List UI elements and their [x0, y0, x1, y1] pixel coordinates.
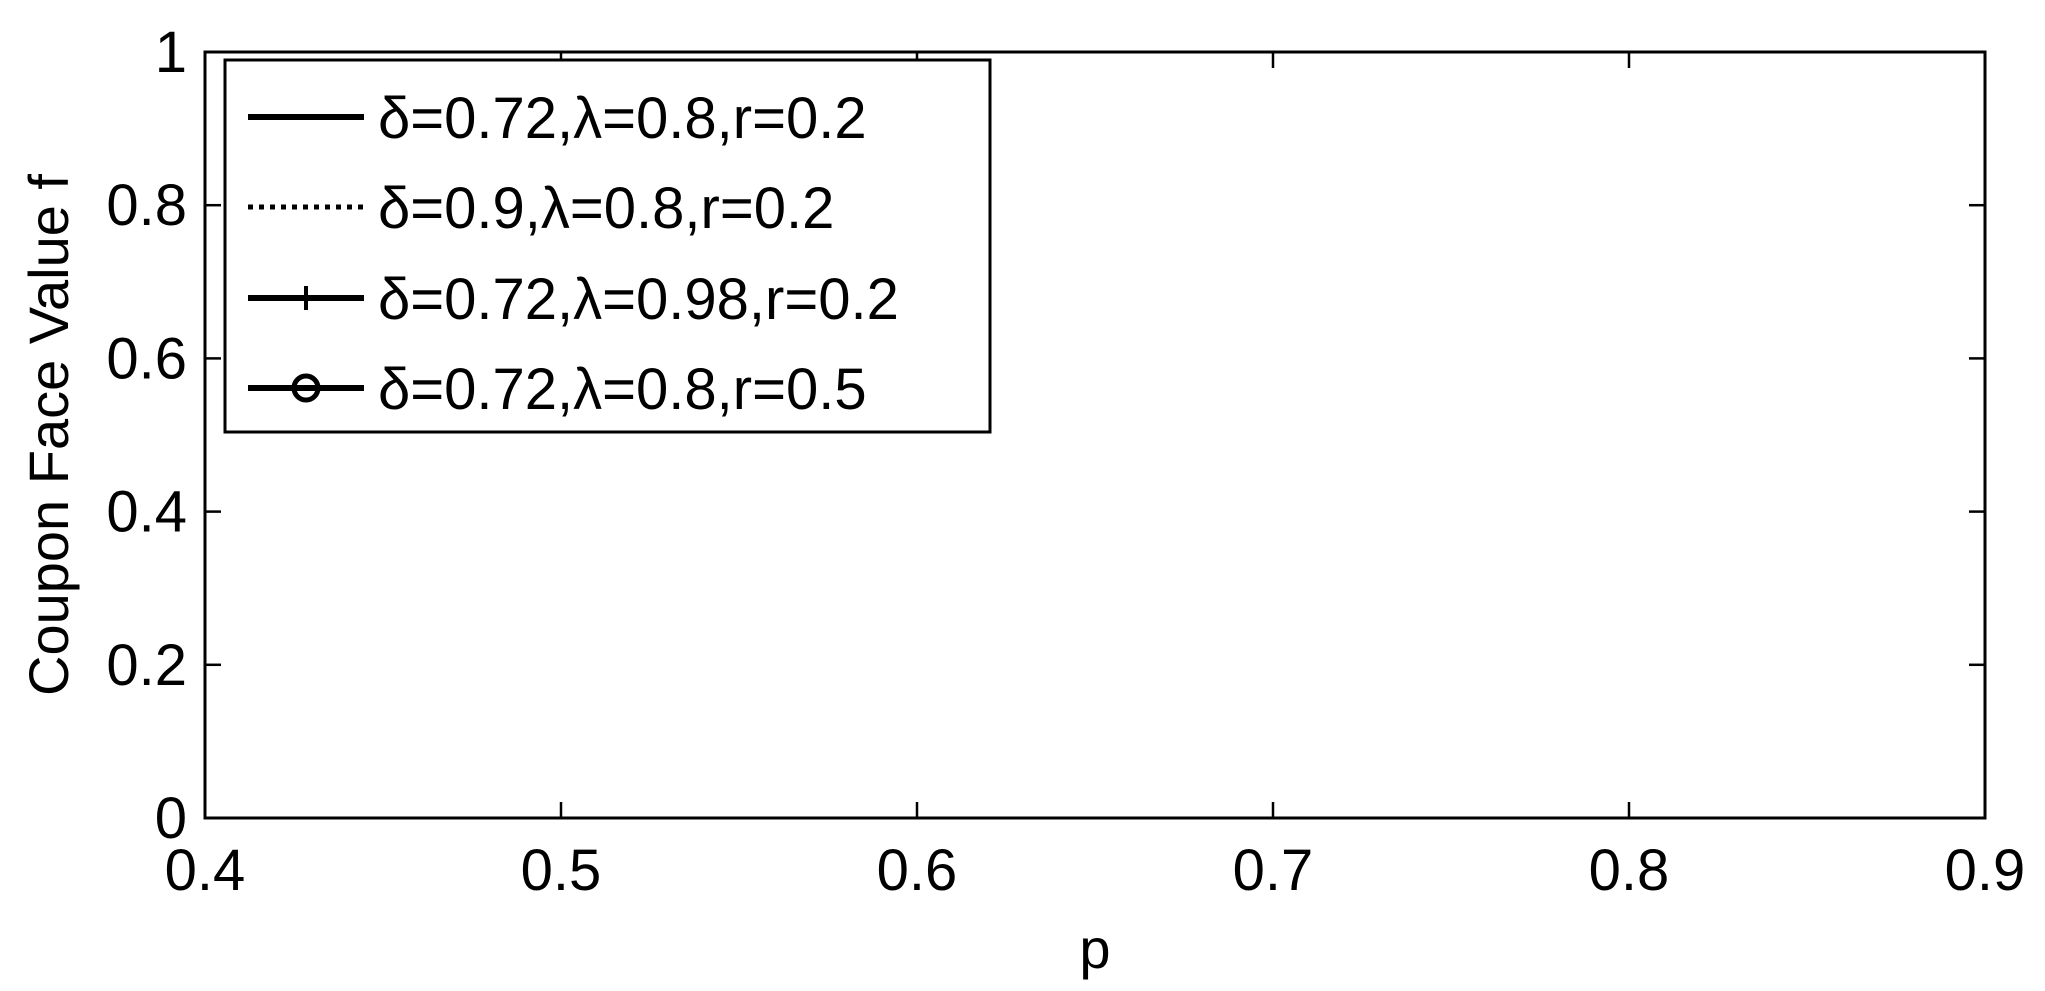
legend: δ=0.72,λ=0.8,r=0.2 δ=0.9,λ=0.8,r=0.2 δ=0.7… — [223, 58, 992, 434]
legend-entry: δ=0.72,λ=0.98,r=0.2 — [248, 267, 899, 332]
y-tick-label: 0.6 — [106, 326, 187, 391]
x-axis-title: p — [1079, 917, 1110, 980]
legend-label: δ=0.9,λ=0.8,r=0.2 — [378, 176, 834, 241]
y-tick-label: 1 — [155, 20, 187, 85]
x-tick-label: 0.6 — [877, 838, 958, 903]
x-tick-label: 0.4 — [165, 838, 246, 903]
y-tick-label: 0.8 — [106, 173, 187, 238]
x-tick-label: 0.9 — [1945, 838, 2026, 903]
legend-label: δ=0.72,λ=0.8,r=0.5 — [378, 357, 867, 422]
x-tick-label: 0.5 — [521, 838, 602, 903]
circle-marker — [291, 373, 321, 403]
legend-label: δ=0.72,λ=0.98,r=0.2 — [378, 267, 899, 332]
plus-marker — [294, 286, 318, 310]
legend-entry: δ=0.72,λ=0.8,r=0.5 — [248, 357, 867, 422]
x-tick-label: 0.8 — [1589, 838, 1670, 903]
y-axis-title: Coupon Face Value f — [17, 174, 80, 696]
legend-entry: δ=0.72,λ=0.8,r=0.2 — [248, 86, 867, 151]
y-tick-label: 0 — [155, 786, 187, 851]
legend-label: δ=0.72,λ=0.8,r=0.2 — [378, 86, 867, 151]
y-tick-label: 0.2 — [106, 633, 187, 698]
x-tick-label: 0.7 — [1233, 838, 1314, 903]
y-tick-label: 0.4 — [106, 480, 187, 545]
legend-entry: δ=0.9,λ=0.8,r=0.2 — [248, 176, 834, 241]
legend-box — [223, 58, 992, 434]
